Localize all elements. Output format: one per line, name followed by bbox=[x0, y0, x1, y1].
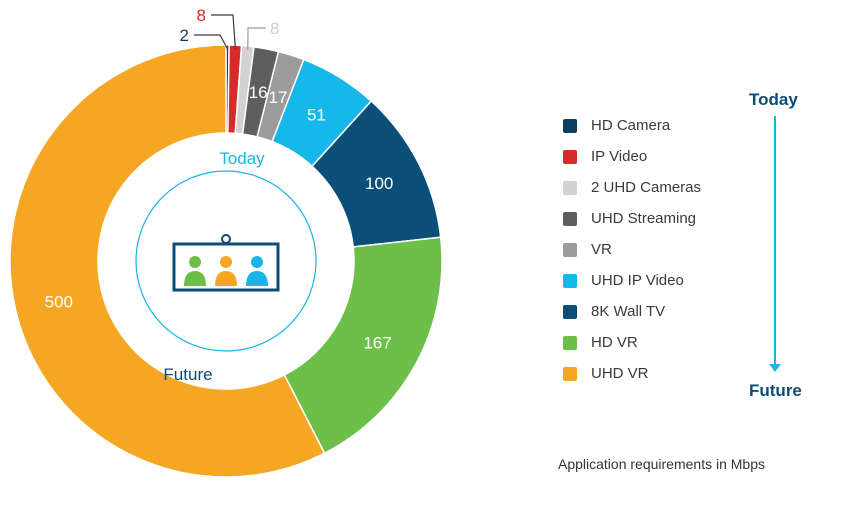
callout-line-hd-camera bbox=[194, 34, 229, 50]
legend-item-hd-camera: HD Camera bbox=[563, 110, 701, 141]
legend-swatch bbox=[563, 304, 577, 319]
data-label-hd-camera: 2 bbox=[180, 26, 189, 45]
caption: Application requirements in Mbps bbox=[558, 456, 765, 472]
legend: HD Camera IP Video 2 UHD Cameras UHD Stream… bbox=[563, 110, 701, 389]
legend-label: UHD IP Video bbox=[591, 272, 684, 289]
inner-label-today: Today bbox=[219, 149, 265, 168]
data-label-2-uhd-cameras: 8 bbox=[270, 19, 279, 38]
legend-label: UHD VR bbox=[591, 365, 649, 382]
timeline-start-label: Today bbox=[749, 90, 798, 109]
legend-swatch bbox=[563, 118, 577, 133]
legend-swatch bbox=[563, 149, 577, 164]
legend-label: 8K Wall TV bbox=[591, 303, 666, 320]
legend-swatch bbox=[563, 211, 577, 226]
legend-item-uhd-ip-video: UHD IP Video bbox=[563, 265, 701, 296]
video-conference-icon bbox=[172, 234, 280, 292]
legend-swatch bbox=[563, 335, 577, 350]
timeline-arrow-icon bbox=[769, 364, 781, 372]
legend-item-vr: VR bbox=[563, 234, 701, 265]
legend-label: HD VR bbox=[591, 334, 638, 351]
legend-label: HD Camera bbox=[591, 117, 671, 134]
data-label-uhd-streaming: 16 bbox=[249, 83, 268, 102]
inner-label-future: Future bbox=[163, 365, 212, 384]
data-label-uhd-ip-video: 51 bbox=[307, 106, 326, 125]
data-label-ip-video: 8 bbox=[197, 6, 206, 25]
legend-item-hd-vr: HD VR bbox=[563, 327, 701, 358]
slice-uhd-vr bbox=[9, 44, 326, 478]
data-label-hd-vr: 167 bbox=[363, 334, 391, 353]
legend-label: VR bbox=[591, 241, 612, 258]
timeline-line bbox=[774, 116, 776, 366]
callout-line-ip-video bbox=[211, 14, 236, 50]
slice-data-labels: 16 17 51 100 167 500 bbox=[45, 83, 394, 353]
legend-item-ip-video: IP Video bbox=[563, 141, 701, 172]
small-slice-callouts: 288 bbox=[180, 6, 279, 51]
legend-item-uhd-streaming: UHD Streaming bbox=[563, 203, 701, 234]
legend-label: UHD Streaming bbox=[591, 210, 697, 227]
legend-swatch bbox=[563, 366, 577, 381]
data-label-8k-wall-tv: 100 bbox=[365, 174, 393, 193]
legend-label: 2 UHD Cameras bbox=[591, 179, 702, 196]
data-label-vr: 17 bbox=[269, 88, 288, 107]
donut-slices bbox=[9, 44, 443, 478]
slice-hd-vr bbox=[283, 236, 443, 455]
legend-swatch bbox=[563, 273, 577, 288]
legend-item-uhd-vr: UHD VR bbox=[563, 358, 701, 389]
data-label-uhd-vr: 500 bbox=[45, 292, 73, 311]
callout-line-2-uhd-cameras bbox=[247, 27, 266, 51]
legend-item-8k-wall-tv: 8K Wall TV bbox=[563, 296, 701, 327]
legend-label: IP Video bbox=[591, 148, 648, 165]
legend-swatch bbox=[563, 180, 577, 195]
legend-swatch bbox=[563, 242, 577, 257]
timeline-end-label: Future bbox=[749, 381, 802, 400]
inner-thin-ring bbox=[135, 170, 317, 352]
legend-item-2-uhd-cameras: 2 UHD Cameras bbox=[563, 172, 701, 203]
